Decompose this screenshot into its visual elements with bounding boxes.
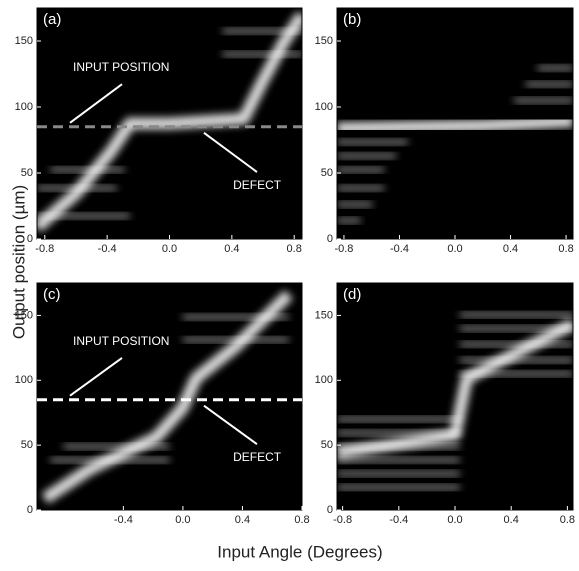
y-tick-label: 0: [27, 504, 33, 516]
panel: 0 50 100 150 -0.8 -0.4 0.0 0.4 0.8 (a) INPUT POSIT…: [15, 7, 303, 255]
y-tick-label: 0: [27, 233, 33, 245]
panel: 0 50 100 150 -0.8 -0.4 0.0 0.4 0.8 (d): [315, 282, 575, 526]
x-tick-label: 0.8: [558, 243, 573, 255]
panel-label: (a): [43, 11, 61, 28]
x-tick-label: -0.4: [390, 243, 409, 255]
x-tick-label: 0.0: [447, 243, 462, 255]
intensity-stripe: [337, 470, 460, 477]
panel-frame: [36, 282, 303, 511]
y-tick-label: 150: [315, 309, 333, 321]
intensity-stripe: [459, 357, 573, 364]
x-tick-label: 0.8: [560, 514, 575, 526]
x-tick-label: 0.4: [224, 243, 239, 255]
intensity-band: [41, 290, 293, 504]
intensity-stripe: [182, 314, 289, 321]
x-tick-label: -0.8: [334, 243, 353, 255]
intensity-stripe: [222, 28, 302, 35]
intensity-stripe: [337, 217, 361, 224]
intensity-stripe: [337, 484, 460, 491]
annotation: INPUT POSITION: [73, 60, 169, 74]
panel-label: (c): [43, 286, 61, 303]
intensity-stripe: [459, 370, 573, 377]
annotation-pointer: [69, 357, 123, 397]
y-tick-label: 100: [315, 101, 333, 113]
x-tick-label: -0.8: [35, 243, 54, 255]
intensity-stripe: [514, 97, 573, 104]
intensity-stripe: [337, 152, 396, 159]
y-tick-label: 0: [327, 504, 333, 516]
y-tick-label: 150: [315, 35, 333, 47]
intensity-band: [337, 318, 573, 460]
x-axis-label: Input Angle (Degrees): [217, 542, 382, 561]
intensity-stripe: [337, 138, 408, 145]
heatmap-intensity: [37, 11, 302, 232]
x-tick-label: 0.4: [503, 243, 518, 255]
annotation-pointer: [203, 404, 258, 445]
y-tick-label: 150: [15, 309, 33, 321]
intensity-stripe: [63, 443, 170, 450]
y-tick-label: 100: [15, 101, 33, 113]
intensity-band: [37, 11, 302, 232]
y-tick-label: 150: [15, 35, 33, 47]
heatmap-intensity: [41, 290, 293, 504]
x-tick-label: -0.4: [114, 514, 133, 526]
x-tick-label: 0.4: [235, 514, 250, 526]
intensity-stripe: [37, 212, 130, 219]
intensity-stripe: [337, 166, 385, 173]
panel-label: (b): [343, 11, 361, 28]
annotation-pointer: [203, 131, 258, 173]
intensity-stripe: [459, 325, 573, 332]
y-tick-label: 100: [315, 374, 333, 386]
y-tick-label: 50: [321, 167, 333, 179]
x-tick-label: 0.8: [294, 514, 309, 526]
intensity-stripe: [337, 416, 460, 423]
annotation-pointer: [69, 83, 123, 124]
intensity-stripe: [337, 429, 460, 436]
panel: 0 50 100 150 -0.8 -0.4 0.0 0.4 0.8 (b): [315, 7, 574, 255]
intensity-stripe: [525, 81, 573, 88]
x-tick-label: 0.0: [175, 514, 190, 526]
heatmap-intensity: [337, 311, 573, 491]
x-tick-label: 0.0: [447, 514, 462, 526]
annotation: DEFECT: [233, 178, 282, 192]
y-tick-label: 0: [327, 233, 333, 245]
intensity-stripe: [459, 341, 573, 348]
intensity-stripe: [50, 166, 125, 173]
y-tick-label: 50: [21, 439, 33, 451]
y-tick-label: 50: [321, 439, 333, 451]
x-tick-label: -0.4: [389, 514, 408, 526]
intensity-stripe: [337, 457, 460, 464]
intensity-stripe: [337, 201, 373, 208]
intensity-band: [337, 115, 573, 135]
panel: 0 50 100 150 -0.4 0.0 0.4 0.8 (c) INPUT POSITION D…: [15, 282, 310, 526]
intensity-stripe: [459, 311, 573, 318]
intensity-stripe: [537, 65, 573, 72]
x-tick-label: 0.4: [504, 514, 519, 526]
x-tick-label: 0.8: [287, 243, 302, 255]
y-tick-label: 50: [21, 167, 33, 179]
intensity-stripe: [222, 51, 302, 58]
intensity-stripe: [337, 185, 385, 192]
panel-label: (d): [343, 286, 361, 303]
y-axis-label: Output position (µm): [9, 185, 28, 339]
x-tick-label: 0.0: [162, 243, 177, 255]
x-tick-label: -0.8: [333, 514, 352, 526]
annotation: DEFECT: [233, 450, 282, 464]
y-tick-label: 100: [15, 374, 33, 386]
heatmap-intensity: [337, 65, 573, 224]
annotation: INPUT POSITION: [73, 334, 169, 348]
x-tick-label: -0.4: [98, 243, 117, 255]
